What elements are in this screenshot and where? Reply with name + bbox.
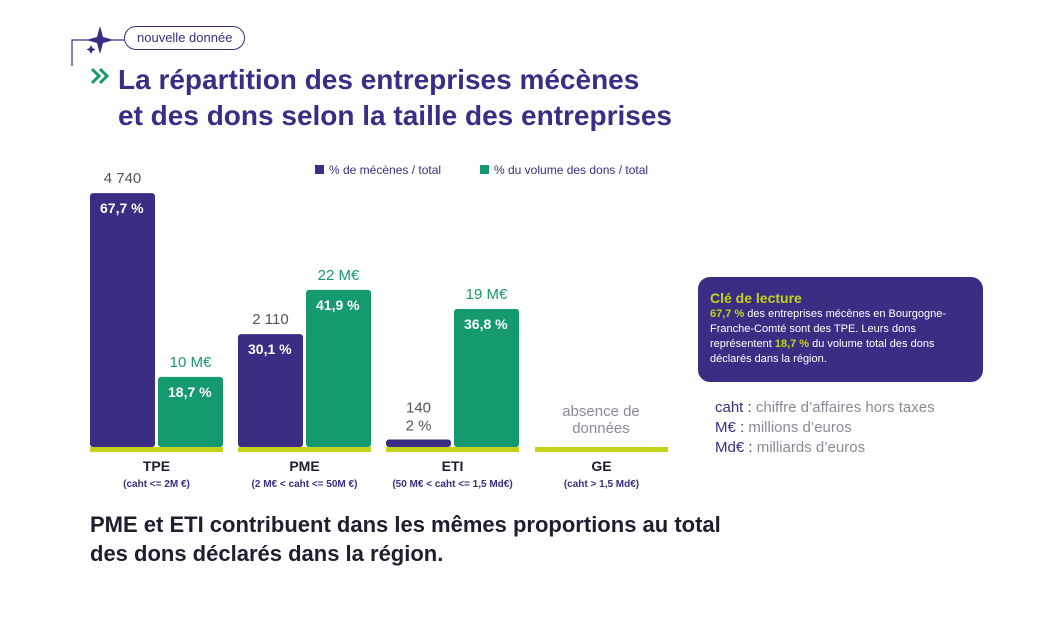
value-label: 18,7 %	[168, 384, 212, 400]
glossary-sep: :	[744, 439, 757, 456]
value-label: 30,1 %	[248, 341, 292, 357]
count-label: 4 740	[104, 170, 142, 187]
missing-label: absence de données	[562, 403, 640, 437]
value-label: 41,9 %	[316, 297, 360, 313]
reading-key: Clé de lecture 67,7 % des entreprises mé…	[698, 277, 983, 382]
bar	[158, 376, 223, 447]
category-label: PME	[289, 458, 319, 474]
legend-label: % de mécènes / total	[329, 163, 441, 177]
count-label: 140	[406, 400, 431, 417]
title-line: La répartition des entreprises mécènes	[118, 64, 640, 95]
count-label: 22 M€	[318, 267, 360, 284]
category-label: GE	[591, 458, 611, 474]
glossary-row: caht : chiffre d’affaires hors taxes	[715, 398, 935, 418]
bar	[454, 309, 519, 447]
conclusion-line: des dons déclarés dans la région.	[90, 541, 444, 566]
glossary-definition: chiffre d’affaires hors taxes	[755, 399, 935, 416]
category-note: (caht <= 2M €)	[123, 479, 190, 490]
glossary-row: M€ : millions d’euros	[715, 418, 935, 438]
glossary-term: M€	[715, 419, 736, 436]
key-title: Clé de lecture	[710, 290, 802, 306]
chart-title: La répartition des entreprises mécènes e…	[118, 62, 672, 134]
glossary-sep: :	[735, 419, 749, 436]
legend-label: % du volume des dons / total	[494, 163, 648, 177]
bar	[306, 289, 371, 447]
category-note: (2 M€ < caht <= 50M €)	[252, 479, 358, 490]
legend-swatch	[315, 165, 324, 174]
glossary-definition: millions d’euros	[748, 419, 852, 436]
baseline	[90, 447, 223, 452]
baseline	[386, 447, 519, 452]
key-segment: 18,7 %	[774, 338, 810, 350]
key-segment: du volume total des dons déclarés dans l…	[710, 338, 935, 365]
glossary: caht : chiffre d’affaires hors taxes M€ :…	[715, 398, 935, 458]
glossary-definition: milliards d’euros	[756, 439, 866, 456]
bar	[90, 193, 155, 447]
bar	[386, 439, 451, 447]
glossary-row: Md€ : milliards d’euros	[715, 438, 935, 458]
count-label: 19 M€	[466, 286, 508, 303]
baseline	[535, 447, 668, 452]
tag: nouvelle donnée	[124, 26, 246, 50]
key-text: 67,7 % des entreprises mécènes en Bourgo…	[710, 307, 971, 367]
glossary-term: caht	[715, 399, 744, 416]
title-line: et des dons selon la taille des entrepri…	[118, 100, 672, 131]
category-label: TPE	[143, 458, 170, 474]
decor-star-small	[86, 45, 96, 54]
value-label: 67,7 %	[100, 200, 144, 216]
value-label: 36,8 %	[464, 316, 508, 332]
glossary-term: Md€	[715, 439, 745, 456]
category-note: (50 M€ < caht <= 1,5 Md€)	[392, 479, 512, 490]
legend-swatch	[480, 165, 489, 174]
title-chevron	[90, 67, 110, 85]
category-note: (caht > 1,5 Md€)	[564, 479, 639, 490]
value-label: 2 %	[406, 418, 432, 435]
key-segment: des entreprises mécènes en Bourgogne-Fra…	[710, 308, 947, 350]
bar	[238, 334, 303, 447]
conclusion: PME et ETI contribuent dans les mêmes pr…	[90, 510, 721, 568]
decor-star	[86, 26, 114, 54]
baseline	[238, 447, 371, 452]
conclusion-line: PME et ETI contribuent dans les mêmes pr…	[90, 512, 721, 537]
key-segment: 67,7 %	[710, 308, 745, 320]
category-label: ETI	[442, 458, 464, 474]
count-label: 2 110	[252, 311, 288, 328]
count-label: 10 M€	[170, 354, 212, 371]
glossary-sep: :	[743, 399, 756, 416]
